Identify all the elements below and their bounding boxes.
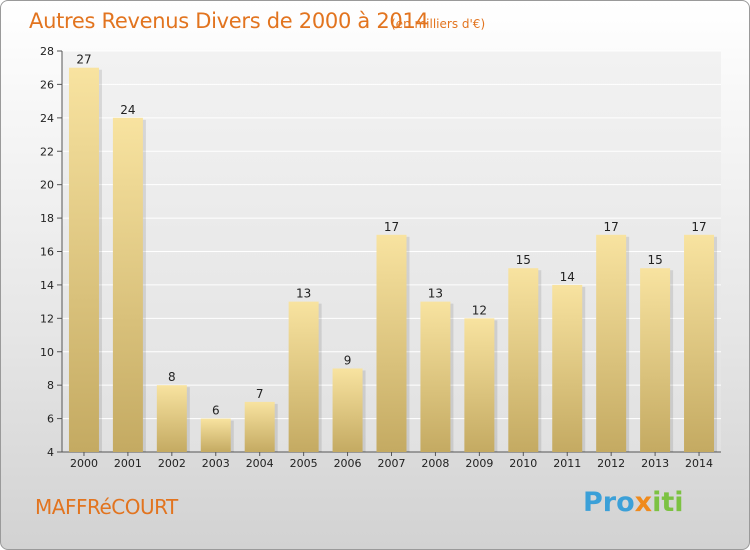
bar bbox=[508, 268, 539, 452]
bar bbox=[200, 418, 231, 452]
bar bbox=[640, 268, 671, 452]
x-tick-label: 2014 bbox=[685, 457, 713, 470]
y-tick-label: 10 bbox=[40, 346, 54, 359]
y-tick-label: 8 bbox=[47, 379, 54, 392]
bar bbox=[332, 368, 363, 452]
proxiti-logo: Proxiti bbox=[583, 487, 684, 518]
bar bbox=[596, 234, 627, 452]
data-label: 17 bbox=[604, 220, 619, 234]
bar bbox=[112, 117, 143, 452]
data-label: 9 bbox=[344, 353, 352, 367]
bar bbox=[244, 401, 275, 452]
bar bbox=[68, 67, 99, 452]
y-tick-label: 12 bbox=[40, 312, 54, 325]
data-label: 17 bbox=[691, 220, 706, 234]
data-label: 12 bbox=[472, 303, 487, 317]
bar bbox=[288, 301, 319, 452]
x-tick-label: 2011 bbox=[553, 457, 581, 470]
commune-name: MAFFRéCOURT bbox=[35, 495, 178, 519]
y-tick-label: 28 bbox=[40, 45, 54, 58]
data-label: 6 bbox=[212, 404, 220, 418]
x-tick-label: 2010 bbox=[509, 457, 537, 470]
bar bbox=[552, 284, 583, 452]
x-tick-label: 2004 bbox=[246, 457, 274, 470]
bar bbox=[464, 318, 495, 452]
x-tick-label: 2002 bbox=[158, 457, 186, 470]
chart-title: Autres Revenus Divers de 2000 à 2014 bbox=[29, 9, 429, 33]
y-tick-label: 20 bbox=[40, 179, 54, 192]
data-label: 13 bbox=[296, 287, 311, 301]
x-tick-label: 2007 bbox=[378, 457, 406, 470]
x-tick-label: 2000 bbox=[70, 457, 98, 470]
data-label: 17 bbox=[384, 220, 399, 234]
x-tick-label: 2008 bbox=[421, 457, 449, 470]
y-tick-label: 4 bbox=[47, 446, 54, 459]
bar bbox=[684, 234, 715, 452]
y-tick-label: 14 bbox=[40, 279, 54, 292]
data-label: 13 bbox=[428, 287, 443, 301]
x-tick-label: 2005 bbox=[290, 457, 318, 470]
data-label: 8 bbox=[168, 370, 176, 384]
x-tick-label: 2013 bbox=[641, 457, 669, 470]
data-label: 15 bbox=[516, 253, 531, 267]
x-tick-label: 2003 bbox=[202, 457, 230, 470]
data-label: 7 bbox=[256, 387, 264, 401]
x-tick-label: 2006 bbox=[334, 457, 362, 470]
data-label: 24 bbox=[120, 103, 135, 117]
x-tick-label: 2012 bbox=[597, 457, 625, 470]
y-tick-label: 6 bbox=[47, 413, 54, 426]
bar bbox=[376, 234, 407, 452]
x-tick-label: 2009 bbox=[465, 457, 493, 470]
data-label: 15 bbox=[647, 253, 662, 267]
bar bbox=[156, 385, 187, 452]
y-tick-label: 18 bbox=[40, 212, 54, 225]
data-label: 14 bbox=[560, 270, 575, 284]
y-tick-label: 26 bbox=[40, 78, 54, 91]
chart-unit: (en milliers d'€) bbox=[391, 17, 486, 31]
y-tick-label: 16 bbox=[40, 246, 54, 259]
y-tick-label: 22 bbox=[40, 145, 54, 158]
y-tick-label: 24 bbox=[40, 112, 54, 125]
x-tick-label: 2001 bbox=[114, 457, 142, 470]
data-label: 27 bbox=[76, 53, 91, 67]
bar bbox=[420, 301, 451, 452]
